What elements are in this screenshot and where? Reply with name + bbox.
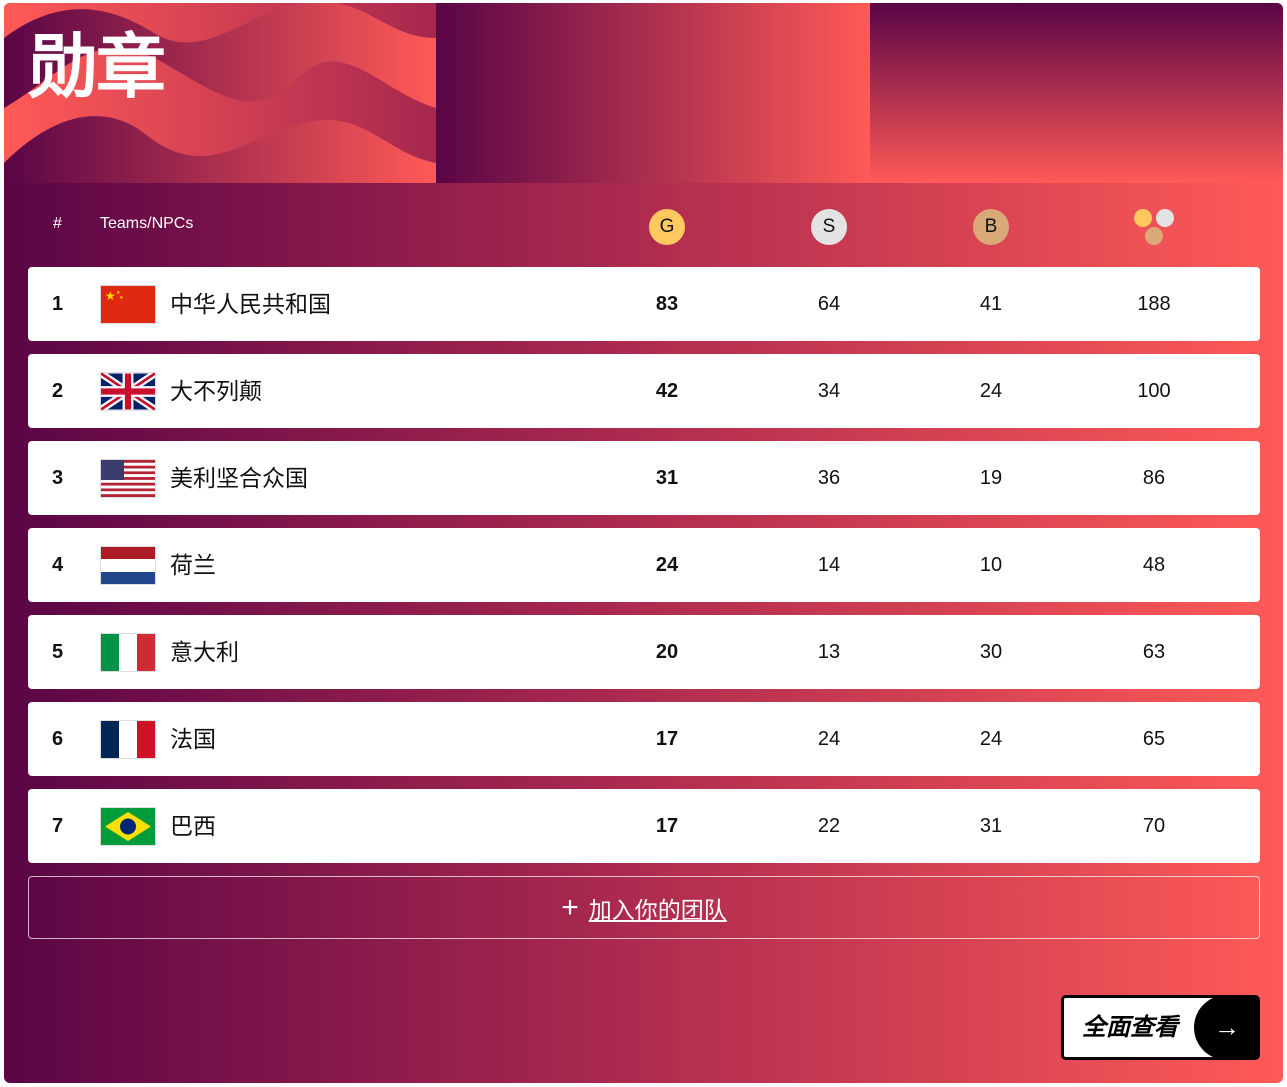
- table-row[interactable]: 4 荷兰 24 14 10 48: [28, 528, 1260, 602]
- gradient-panel: [436, 3, 870, 183]
- china-flag: ★ ★ ★: [101, 286, 155, 323]
- rank: 6: [52, 728, 64, 750]
- rank: 4: [52, 554, 64, 576]
- silver-medal-icon: S: [811, 209, 847, 245]
- silver-count: 34: [817, 380, 841, 402]
- arrow-right-icon: →: [1194, 998, 1257, 1057]
- page-title: 勋章: [28, 28, 166, 106]
- table-row[interactable]: 3 美利坚合众国 31 36 19 86: [28, 441, 1260, 515]
- plus-icon: +: [561, 890, 579, 924]
- bronze-count: 41: [979, 293, 1003, 315]
- gradient-panel: [870, 3, 1283, 183]
- header-banner: 勋章: [4, 3, 1283, 183]
- rank: 5: [52, 641, 64, 663]
- total-count: 63: [1142, 641, 1166, 663]
- svg-text:★: ★: [116, 290, 121, 296]
- total-medals-icon: [1132, 206, 1176, 246]
- team-header: Teams/NPCs: [100, 215, 194, 232]
- silver-count: 22: [817, 815, 841, 837]
- total-count: 100: [1137, 380, 1171, 402]
- table-row[interactable]: 7 巴西 17 22 31 70: [28, 789, 1260, 863]
- total-count: 86: [1142, 467, 1166, 489]
- table-row[interactable]: 5 意大利 20 13 30 63: [28, 615, 1260, 689]
- usa-flag: [101, 460, 155, 497]
- silver-count: 36: [817, 467, 841, 489]
- bronze-count: 31: [979, 815, 1003, 837]
- bronze-count: 10: [979, 554, 1003, 576]
- france-flag: [101, 721, 155, 758]
- team-name[interactable]: 大不列颠: [170, 378, 262, 404]
- view-all-button[interactable]: 全面查看 →: [1061, 995, 1260, 1060]
- svg-text:★: ★: [119, 295, 124, 301]
- gold-count: 20: [655, 641, 679, 663]
- silver-count: 24: [817, 728, 841, 750]
- table-row[interactable]: 6 法国 17 24 24 65: [28, 702, 1260, 776]
- total-count: 188: [1137, 293, 1171, 315]
- team-name[interactable]: 法国: [170, 726, 216, 752]
- rank: 7: [52, 815, 64, 837]
- total-count: 70: [1142, 815, 1166, 837]
- team-name[interactable]: 中华人民共和国: [170, 291, 331, 317]
- bronze-medal-icon: B: [973, 209, 1009, 245]
- add-team-label: 加入你的团队: [588, 896, 727, 923]
- rank-header: #: [53, 215, 62, 232]
- silver-count: 14: [817, 554, 841, 576]
- bronze-count: 24: [979, 728, 1003, 750]
- gold-count: 17: [655, 815, 679, 837]
- svg-text:★: ★: [105, 289, 116, 303]
- medal-table-widget: 勋章 # Teams/NPCs G S B 1 ★ ★ ★ 中华人民共和国 83 6…: [4, 3, 1283, 1083]
- gold-count: 31: [655, 467, 679, 489]
- gold-count: 17: [655, 728, 679, 750]
- gold-count: 42: [655, 380, 679, 402]
- brazil-flag: [101, 808, 155, 845]
- rank: 1: [52, 293, 64, 315]
- add-team-button[interactable]: + 加入你的团队: [28, 876, 1260, 939]
- view-all-label: 全面查看: [1082, 1014, 1178, 1041]
- wave-panel: 勋章: [4, 3, 436, 183]
- total-count: 65: [1142, 728, 1166, 750]
- netherlands-flag: [101, 547, 155, 584]
- team-name[interactable]: 美利坚合众国: [170, 465, 308, 491]
- silver-count: 13: [817, 641, 841, 663]
- total-count: 48: [1142, 554, 1166, 576]
- gold-medal-icon: G: [649, 209, 685, 245]
- uk-flag: [101, 373, 155, 410]
- gold-count: 83: [655, 293, 679, 315]
- team-name[interactable]: 意大利: [170, 639, 239, 665]
- team-name[interactable]: 荷兰: [170, 552, 216, 578]
- team-name[interactable]: 巴西: [170, 813, 216, 839]
- rank: 2: [52, 380, 64, 402]
- silver-count: 64: [817, 293, 841, 315]
- gold-count: 24: [655, 554, 679, 576]
- bronze-count: 30: [979, 641, 1003, 663]
- italy-flag: [101, 634, 155, 671]
- table-row[interactable]: 2 大不列颠 42 34 24 100: [28, 354, 1260, 428]
- bronze-count: 19: [979, 467, 1003, 489]
- bronze-count: 24: [979, 380, 1003, 402]
- rank: 3: [52, 467, 64, 489]
- table-row[interactable]: 1 ★ ★ ★ 中华人民共和国 83 64 41 188: [28, 267, 1260, 341]
